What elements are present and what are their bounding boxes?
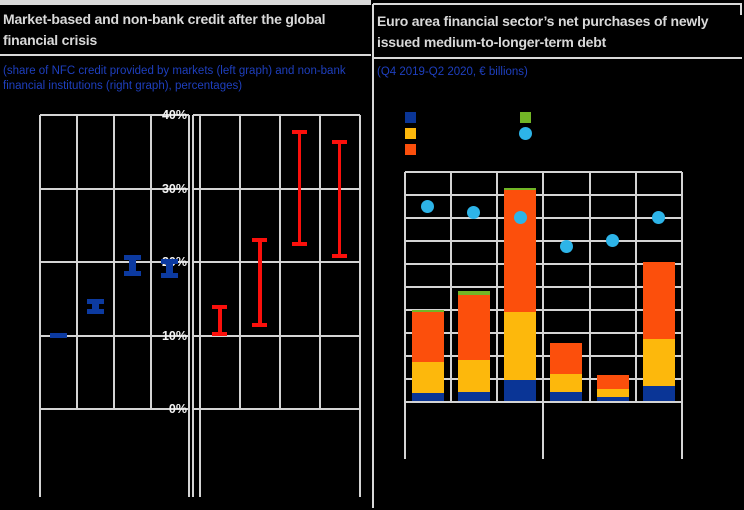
legend-swatch-blue-square xyxy=(405,112,416,123)
data-dot-cyan-dot xyxy=(559,239,573,253)
data-dot-cyan-dot xyxy=(606,234,620,248)
bar-segment-orange xyxy=(411,312,444,363)
data-dot-cyan-dot xyxy=(421,200,435,214)
bar-segment-yellow xyxy=(411,362,444,394)
gridline-vertical xyxy=(542,172,545,402)
bar-segment-blue xyxy=(504,380,537,402)
bar-segment-yellow xyxy=(457,360,490,393)
left-panel-top-border xyxy=(0,0,371,5)
chart-box-edge-vertical xyxy=(358,115,361,497)
bar-segment-green xyxy=(504,187,537,191)
markets-range-marker xyxy=(86,298,104,315)
bar-segment-orange xyxy=(457,295,490,361)
chart-box-edge-vertical xyxy=(192,115,194,497)
bar-segment-blue xyxy=(550,392,583,402)
bar-segment-blue xyxy=(457,392,490,402)
bar-segment-blue xyxy=(596,396,629,402)
nonbank-range-marker xyxy=(292,129,308,246)
gridline-horizontal xyxy=(193,187,360,190)
gridline-horizontal xyxy=(193,114,360,116)
legend-swatch-cyan-circle xyxy=(518,127,532,140)
range-stem xyxy=(258,239,262,326)
left-panel-title: Market-based and non-bank credit after t… xyxy=(3,11,326,48)
markets-range-marker xyxy=(49,332,67,338)
markets-range-marker xyxy=(161,259,179,279)
y-axis-tick-label: 0% xyxy=(168,402,187,416)
legend-swatch-yellow-square xyxy=(405,128,416,139)
gridline-horizontal xyxy=(193,334,360,337)
data-dot-cyan-dot xyxy=(652,211,666,225)
right-panel-title: Euro area financial sector’s net purchas… xyxy=(377,13,709,50)
data-dot-cyan-dot xyxy=(513,211,527,225)
gridline-vertical xyxy=(681,172,683,402)
chart-box-edge-vertical xyxy=(187,115,190,497)
range-stem xyxy=(91,299,99,314)
bar-segment-orange xyxy=(596,374,629,389)
right-title-underline xyxy=(373,57,742,59)
bar-segment-yellow xyxy=(642,339,675,386)
range-stem xyxy=(166,260,174,278)
gridline-vertical xyxy=(496,172,498,402)
bar-segment-yellow xyxy=(504,311,537,381)
gridline-vertical xyxy=(449,172,452,402)
gridline-horizontal xyxy=(193,408,360,410)
gridline-vertical xyxy=(238,115,241,409)
bar-segment-orange xyxy=(550,342,583,374)
bar-segment-green xyxy=(457,291,490,295)
axis-group-separator xyxy=(403,401,406,459)
left-panel-subtitle: (share of NFC credit provided by markets… xyxy=(3,65,346,92)
nonbank-range-marker xyxy=(212,304,228,337)
bar-segment-orange xyxy=(504,190,537,312)
range-stem xyxy=(297,130,302,245)
axis-group-separator xyxy=(681,401,683,459)
y-axis-tick-label: 40% xyxy=(161,108,187,122)
bar-segment-orange xyxy=(642,261,675,340)
data-dot-cyan-dot xyxy=(467,205,481,219)
bar-segment-yellow xyxy=(596,388,629,397)
gridline-vertical xyxy=(403,172,406,402)
gridline-vertical xyxy=(278,115,281,409)
gridline-vertical xyxy=(113,115,115,409)
gridline-vertical xyxy=(588,172,591,402)
bar-segment-yellow xyxy=(550,373,583,393)
right-panel-top-right-edge xyxy=(740,3,742,15)
legend-swatch-green-square xyxy=(519,112,531,123)
y-axis-tick-label: 10% xyxy=(161,328,187,343)
gridline-vertical xyxy=(150,115,153,409)
bar-segment-blue xyxy=(642,385,675,402)
gridline-horizontal xyxy=(39,408,189,410)
left-title-underline xyxy=(0,54,371,56)
range-stem xyxy=(337,140,342,258)
gridline-vertical xyxy=(634,172,637,402)
gridline-vertical xyxy=(318,115,321,409)
bar-segment-green xyxy=(411,309,444,313)
nonbank-range-marker xyxy=(252,238,268,327)
gridline-horizontal xyxy=(193,261,360,263)
chart-box-edge-vertical xyxy=(38,115,41,497)
right-panel-subtitle: (Q4 2019-Q2 2020, € billions) xyxy=(377,66,528,78)
nonbank-range-marker xyxy=(332,139,348,259)
axis-group-separator xyxy=(542,401,545,459)
panel-vertical-separator xyxy=(371,4,374,508)
range-stem xyxy=(218,305,222,336)
markets-range-marker xyxy=(124,254,142,276)
chart-box-edge-vertical xyxy=(199,115,201,497)
range-stem xyxy=(129,255,137,275)
range-cap-top xyxy=(49,332,67,338)
gridline-vertical xyxy=(75,115,78,409)
y-axis-tick-label: 30% xyxy=(161,181,187,196)
bar-segment-blue xyxy=(411,393,444,402)
right-panel-top-border xyxy=(373,3,742,5)
legend-swatch-orange-square xyxy=(405,143,416,155)
